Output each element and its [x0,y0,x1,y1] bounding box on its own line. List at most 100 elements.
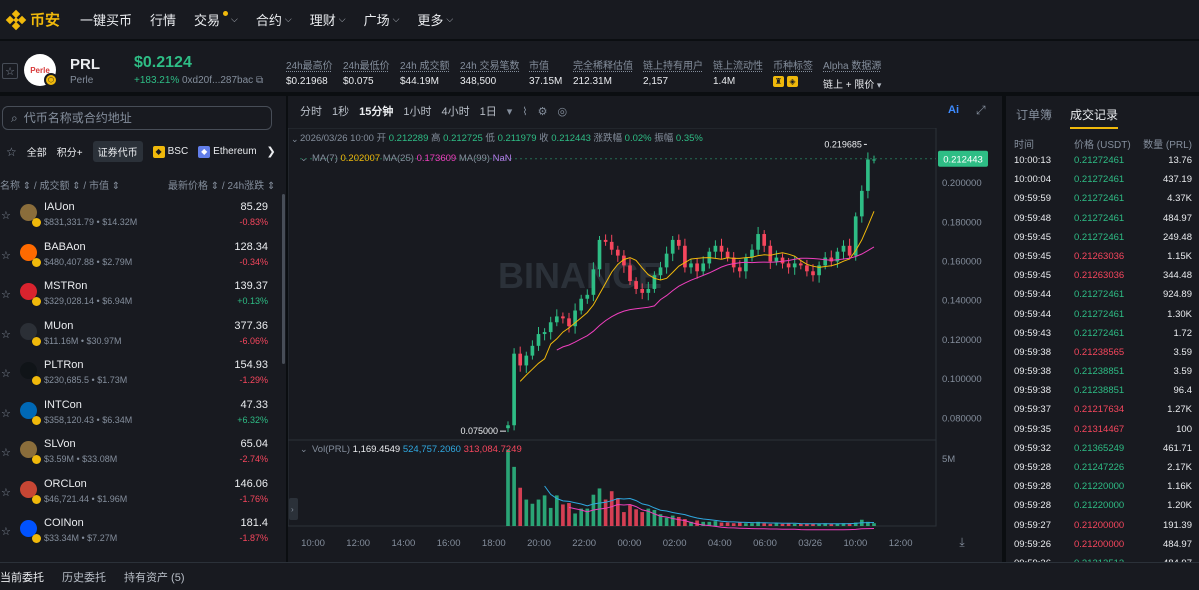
ai-button[interactable]: Ai [948,104,959,116]
candlestick-chart[interactable]: BINANCE 0.200000 0.180000 0.160000 0.140000 0… [288,128,1002,562]
brand-logo[interactable]: 币安 [5,9,76,30]
trade-price: 0.21220000 [1074,481,1125,493]
search-input[interactable] [23,111,244,125]
nav-item-5[interactable]: 广场 ⌵ [364,10,400,29]
candle-body [774,257,779,262]
interval-2[interactable]: 15分钟 [359,106,394,118]
scrollbar[interactable] [282,194,285,364]
candle-body [512,353,516,426]
star-icon[interactable]: ☆ [1,328,11,341]
filter-bsc[interactable]: ◆ BSC [152,145,188,158]
trade-row: 09:59:44 0.21272461 1.30K [1006,306,1199,325]
token-row[interactable]: ☆ BABAon $480,407.88 • $2.79M 128.34 -0.34% [0,236,278,276]
interval-5[interactable]: 1日 [479,106,497,118]
bottom-tab-0[interactable]: 当前委托 [0,571,44,584]
trade-price: 0.21238851 [1074,366,1125,378]
trade-price: 0.21200000 [1074,538,1125,550]
filter-ethereum[interactable]: ◆ Ethereum [198,145,257,158]
tab-1[interactable]: 成交记录 [1070,106,1119,129]
contract-address[interactable]: 0xd20f...287bac ⧉ [182,75,264,86]
stat-value: 2,157 [643,76,669,87]
chain-badge-icon [32,415,41,425]
star-icon[interactable]: ☆ [1,368,11,380]
star-icon[interactable]: ☆ [1,407,11,420]
star-icon[interactable]: ☆ [1,526,11,538]
star-icon[interactable]: ☆ [1,210,11,222]
token-row[interactable]: ☆ MSTRon $329,028.14 • $6.94M 139.37 +0.13% [0,275,278,315]
nav-item-3[interactable]: 合约 ⌵ [256,10,292,29]
volume-bar [646,508,651,526]
candle-body [811,271,815,276]
favorite-star-icon[interactable]: ☆ [2,63,18,79]
filter-all[interactable]: 全部 [26,148,47,159]
volume-bar [548,507,553,526]
token-row[interactable]: ☆ ORCLon $46,721.44 • $1.96M 146.06 -1.76% [0,473,278,513]
indicator-icon[interactable]: ⌇ [522,105,528,118]
filter-points[interactable]: 积分+ [56,148,83,159]
trade-price: 0.21263036 [1074,270,1125,282]
column-header-name[interactable]: 名称 ⇕ / 成交额 ⇕ / 市值 ⇕ [0,181,121,192]
trade-row: 09:59:38 0.21238565 3.59 [1006,344,1199,363]
chain-badge-icon [32,534,41,543]
candle-body [823,257,828,266]
settings-icon[interactable]: ⚙ [537,105,548,118]
token-row[interactable]: ☆ MUon $11.16M • $30.97M 377.36 -6.06% [0,315,278,355]
token-row[interactable]: ☆ COINon $33.34M • $7.27M 181.4 -1.87% [0,512,278,552]
expand-icon[interactable]: ⤢ [976,103,986,117]
nav-item-1[interactable]: 行情 [150,10,176,29]
volume-bar [585,508,590,526]
header-qty: 数量 (PRL) [1143,140,1192,151]
filter-securities[interactable]: 证券代币 [92,141,143,162]
star-icon[interactable]: ☆ [1,289,11,301]
token-name: SLVon [44,438,76,450]
nav-item-6[interactable]: 更多 ⌵ [417,10,453,29]
chevron-right-icon[interactable]: ❯ [266,146,276,158]
bottom-tab-2[interactable]: 持有资产 (5) [124,571,185,584]
star-icon[interactable]: ☆ [1,486,11,499]
watchlist-star-icon[interactable]: ☆ [6,144,17,159]
stat-value: $0.075 [343,76,374,87]
bottom-tabs: 当前委托 历史委托 持有资产 (5) [0,562,1199,590]
trade-row: 09:59:28 0.21247226 2.17K [1006,459,1199,478]
candle-body [744,257,748,272]
stat-label: 完全稀释估值 [573,61,633,72]
interval-4[interactable]: 4小时 [441,106,470,118]
volume-bar [823,523,828,526]
token-row[interactable]: ☆ IAUon $831,331.79 • $14.32M 85.29 -0.83% [0,196,278,236]
token-search[interactable]: ⌕ [2,106,272,130]
volume-bar [774,523,779,526]
coin-symbol: PRL [70,56,100,73]
trade-row: 09:59:44 0.21272461 924.89 [1006,286,1199,305]
stat-9: Alpha 数据源 链上 + 限价 ▾ [823,57,881,91]
volume-bar [676,516,681,526]
token-row[interactable]: ☆ INTCon $358,120.43 • $6.34M 47.33 +6.32% [0,394,278,434]
chevron-down-icon: ⌵ [338,14,346,24]
more-intervals-icon[interactable]: ▾ [506,105,513,118]
volume-bar [640,512,645,526]
interval-0[interactable]: 分时 [300,106,322,118]
stat-6: 链上持有用户 2,157 [643,57,703,87]
trade-time: 09:59:45 [1014,270,1051,282]
column-header-price[interactable]: 最新价格 ⇕ / 24h涨跌 ⇕ [168,181,276,192]
interval-1[interactable]: 1秒 [332,106,350,118]
nav-item-2[interactable]: 交易 ⌵ [194,10,238,29]
tab-0[interactable]: 订单簿 [1016,108,1053,122]
trade-qty: 1.27K [1167,404,1192,416]
volume-bar [609,491,614,526]
stat-label: Alpha 数据源 [823,61,882,72]
bottom-tab-1[interactable]: 历史委托 [62,571,106,584]
stat-value[interactable]: 链上 + 限价 ▾ [823,80,882,91]
nav-item-4[interactable]: 理财 ⌵ [310,10,346,29]
token-row[interactable]: ☆ SLVon $3.59M • $33.08M 65.04 -2.74% [0,433,278,473]
target-icon[interactable]: ◎ [557,105,568,118]
star-icon[interactable]: ☆ [1,249,11,262]
stat-1: 24h最低价 $0.075 [343,57,390,87]
token-row[interactable]: ☆ PLTRon $230,685.5 • $1.73M 154.93 -1.29% [0,354,278,394]
trade-row: 09:59:45 0.21263036 344.48 [1006,267,1199,286]
volume-bar [664,517,669,526]
token-logo [20,401,37,419]
nav-item-0[interactable]: 一键买币 [80,10,132,29]
interval-3[interactable]: 1小时 [403,106,432,118]
star-icon[interactable]: ☆ [1,447,11,459]
candle-body [530,345,535,356]
